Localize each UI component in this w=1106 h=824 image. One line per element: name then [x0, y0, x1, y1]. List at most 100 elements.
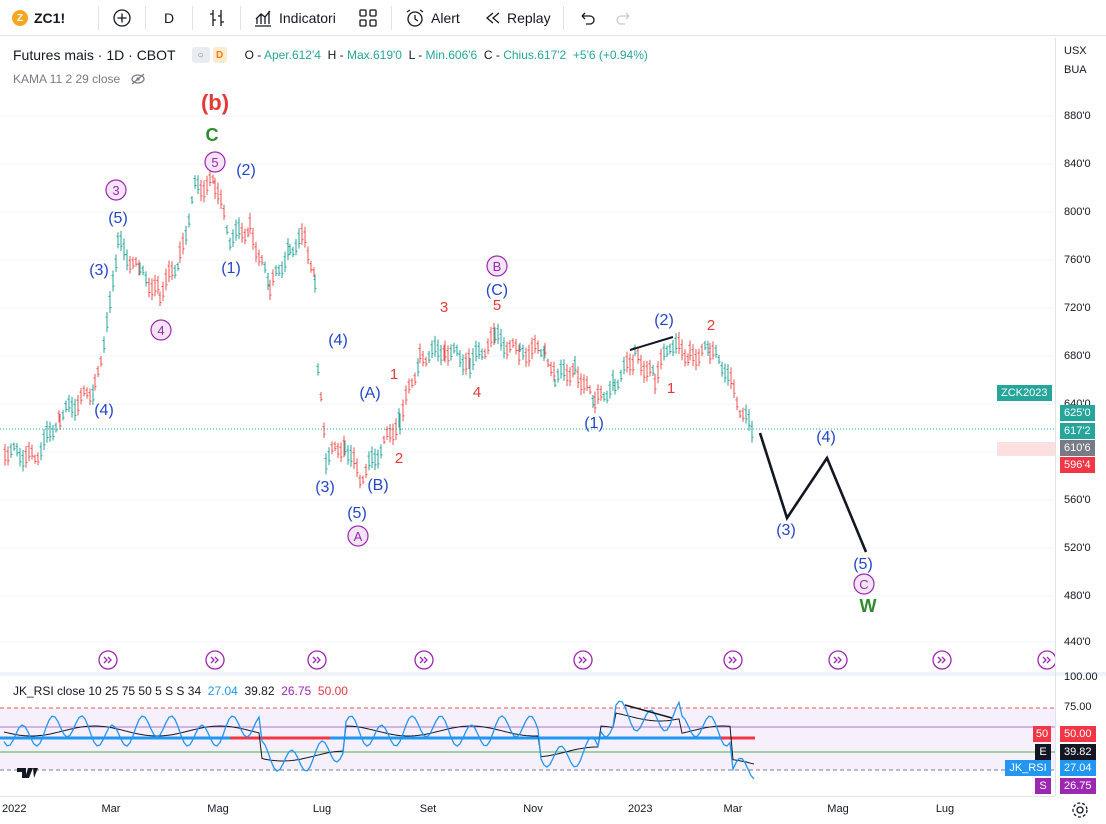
event-marker-icon[interactable] [98, 650, 118, 670]
currency-selector[interactable]: USX [1064, 45, 1087, 57]
wave-label-circle [150, 319, 172, 341]
unit-selector[interactable]: BUA [1064, 64, 1087, 76]
symbol-tag: ZCK2023 [997, 385, 1052, 401]
rsi-pane[interactable] [0, 676, 1055, 796]
price-axis[interactable]: USX BUA 880'0 840'0 800'0 760'0 720'0 680'0 64… [1055, 38, 1106, 796]
wave-label-b_big[interactable]: (b) [201, 90, 229, 115]
event-marker-icon[interactable] [932, 650, 952, 670]
price-tick-label: 800'0 [1064, 206, 1091, 218]
interval-button[interactable]: D [164, 0, 174, 36]
wave-label-r5[interactable]: 5 [493, 297, 501, 314]
wave-label-circ5[interactable]: 5 [211, 155, 218, 170]
rsi-value-3: 26.75 [281, 684, 312, 698]
trendline[interactable] [629, 336, 674, 351]
price-range-highlight [997, 442, 1055, 456]
wave-label-p5c[interactable]: (5) [853, 556, 873, 573]
wave-label-p1a[interactable]: (1) [221, 260, 241, 277]
main-legend: Futures mais · 1D · CBOT ○ D O - Aper.61… [13, 47, 648, 63]
wave-label-circB[interactable]: B [493, 259, 502, 274]
replay-button[interactable]: Replay [483, 0, 551, 36]
wave-label-p3b[interactable]: (3) [315, 479, 335, 496]
time-axis[interactable]: 2022 Mar Mag Lug Set Nov 2023 Mar Mag Lug [0, 796, 1055, 824]
rsi-legend: JK_RSI close 10 25 75 50 5 S S 34 27.04 … [13, 684, 348, 698]
price-tick-label: 840'0 [1064, 158, 1091, 170]
wave-label-r1[interactable]: 1 [390, 366, 398, 383]
wave-label-w_green[interactable]: W [860, 596, 877, 616]
wave-label-r2[interactable]: 2 [395, 450, 403, 467]
event-marker-arrows [103, 656, 112, 664]
rsi-divergence-line[interactable] [624, 704, 673, 719]
event-marker-icon[interactable] [414, 650, 434, 670]
event-marker-arrows [419, 656, 428, 664]
bar-style-button[interactable] [207, 0, 227, 36]
indicators-button[interactable]: Indicatori [253, 0, 336, 36]
undo-button[interactable] [577, 0, 597, 36]
wave-label-r3[interactable]: 3 [440, 299, 448, 316]
wave-label-circle [105, 179, 127, 201]
rsi-name-tag: JK_RSI [1005, 760, 1051, 776]
gear-icon [1072, 802, 1088, 818]
wave-label-p4b[interactable]: (4) [328, 332, 348, 349]
close-label: C - [483, 48, 500, 62]
change-value: +5'6 (+0.94%) [572, 48, 648, 62]
projection-path[interactable] [758, 432, 868, 553]
low-label: L - [408, 48, 423, 62]
wave-label-p1b[interactable]: (1) [584, 415, 604, 432]
tradingview-logo [17, 768, 38, 778]
wave-label-p5a[interactable]: (5) [108, 210, 128, 227]
rsi-line [3, 700, 755, 780]
indicators-icon [255, 10, 271, 27]
replay-label: Replay [507, 10, 551, 26]
price-tick-label: 880'0 [1064, 110, 1091, 122]
open-value: Aper.612'4 [263, 48, 321, 62]
wave-label-circ3[interactable]: 3 [112, 183, 119, 198]
event-marker-icon[interactable] [205, 650, 225, 670]
chart-settings-button[interactable] [1071, 801, 1089, 824]
wave-label-circA[interactable]: A [354, 529, 363, 544]
wave-label-p3c[interactable]: (3) [776, 522, 796, 539]
event-marker-icon[interactable] [307, 650, 327, 670]
price-tick-label: 480'0 [1064, 590, 1091, 602]
indicator-legend[interactable]: KAMA 11 2 29 close [13, 72, 146, 86]
rsi-value-tag: 27.04 [1060, 760, 1096, 776]
compare-symbol-button[interactable] [112, 0, 132, 36]
templates-button[interactable] [358, 0, 378, 36]
rsi-tick-100: 100.00 [1064, 671, 1098, 683]
wave-label-r1b[interactable]: 1 [667, 380, 675, 397]
event-marker-arrows [728, 656, 737, 664]
eye-hidden-icon[interactable] [130, 73, 146, 85]
event-marker-arrows [578, 656, 587, 664]
alert-button[interactable]: Alert [404, 0, 460, 36]
wave-label-p3a[interactable]: (3) [89, 262, 109, 279]
wave-label-p2a[interactable]: (2) [236, 162, 256, 179]
wave-label-pC[interactable]: (C) [486, 282, 508, 299]
event-marker-icon[interactable] [828, 650, 848, 670]
rsi-50-tag: 50.00 [1060, 726, 1096, 742]
rewind-icon [485, 12, 500, 24]
wave-label-p5b[interactable]: (5) [347, 505, 367, 522]
top-toolbar: Z ZC1! D Indicatori Alert Replay [0, 0, 1106, 36]
redo-button[interactable] [614, 0, 634, 36]
wave-label-circle [853, 573, 875, 595]
symbol-search-button[interactable]: Z ZC1! [12, 0, 65, 36]
wave-label-pA[interactable]: (A) [359, 385, 380, 402]
wave-label-pB[interactable]: (B) [367, 477, 388, 494]
close-value: Chius.617'2 [503, 48, 567, 62]
event-marker-icon[interactable] [723, 650, 743, 670]
grid-icon [359, 9, 377, 27]
wave-label-p4c[interactable]: (4) [816, 429, 836, 446]
wave-label-circle [204, 151, 226, 173]
wave-label-r2b[interactable]: 2 [707, 317, 715, 334]
wave-label-r4[interactable]: 4 [473, 384, 481, 401]
delayed-badge: D [212, 47, 227, 63]
pane-separator[interactable] [0, 672, 1106, 676]
wave-label-circC[interactable]: C [859, 577, 868, 592]
price-tick-label: 560'0 [1064, 494, 1091, 506]
wave-label-c_green[interactable]: C [206, 125, 219, 145]
event-marker-icon[interactable] [573, 650, 593, 670]
wave-label-circ4[interactable]: 4 [157, 323, 164, 338]
wave-label-p2b[interactable]: (2) [654, 312, 674, 329]
wave-label-p4a[interactable]: (4) [94, 402, 114, 419]
